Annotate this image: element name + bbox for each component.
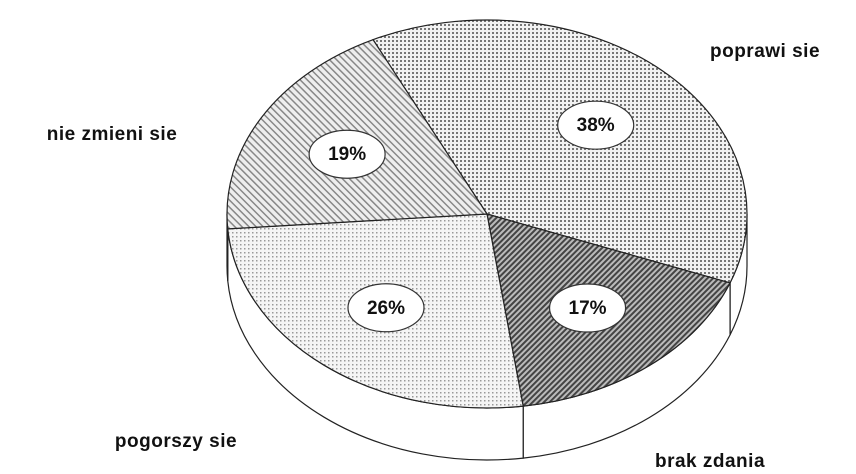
value-label: 17%	[569, 298, 607, 319]
category-label: poprawi sie	[710, 41, 820, 62]
value-label: 26%	[367, 298, 405, 319]
value-label-bg	[347, 283, 425, 333]
category-label: pogorszy sie	[115, 431, 237, 452]
value-label-bg	[557, 100, 635, 150]
value-label: 38%	[577, 115, 615, 136]
value-label-bg	[548, 283, 627, 333]
value-label: 19%	[328, 144, 366, 165]
category-label: nie zmieni sie	[47, 124, 178, 145]
value-label-bg	[308, 129, 386, 179]
pie-slice	[372, 19, 748, 284]
category-label: brak zdania	[655, 451, 765, 472]
